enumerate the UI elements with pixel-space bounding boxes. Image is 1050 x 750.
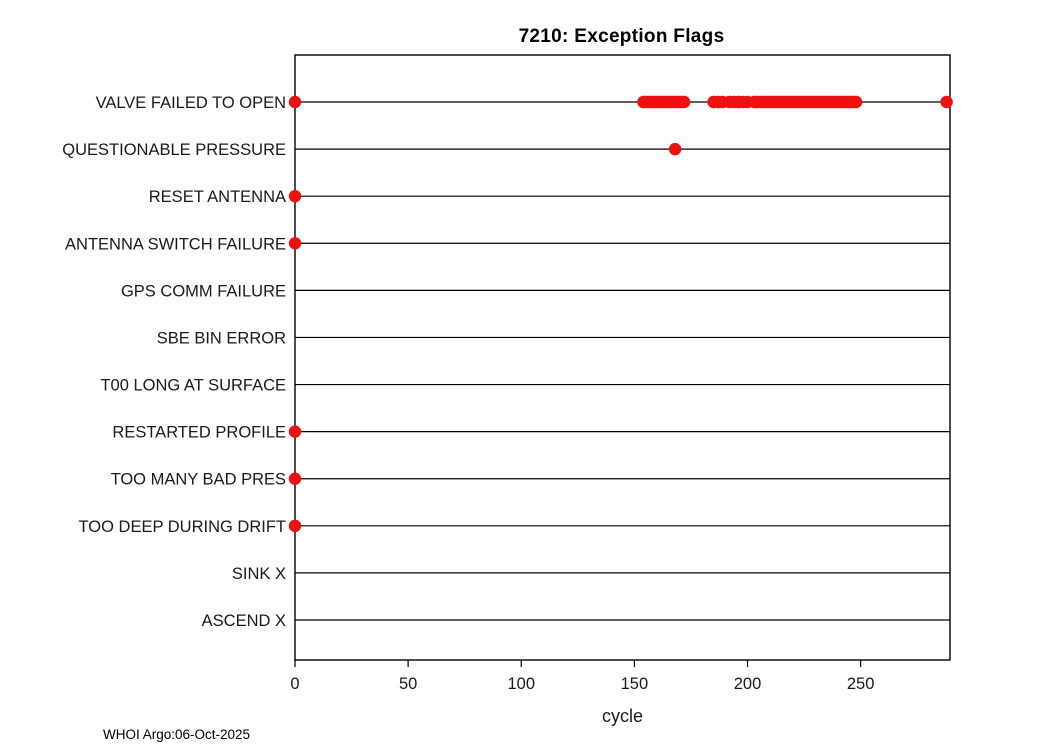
- category-label: SBE BIN ERROR: [157, 329, 286, 347]
- x-tick-label: 250: [847, 675, 875, 693]
- category-label: ASCEND X: [202, 612, 286, 630]
- category-label: QUESTIONABLE PRESSURE: [62, 141, 286, 159]
- data-point: [940, 95, 953, 109]
- chart-title: 7210: Exception Flags: [518, 26, 725, 47]
- category-label: SINK X: [232, 565, 286, 583]
- data-point: [288, 425, 302, 438]
- category-label: VALVE FAILED TO OPEN: [96, 94, 286, 112]
- category-label: GPS COMM FAILURE: [121, 282, 286, 300]
- data-point: [288, 189, 302, 203]
- footer-watermark: WHOI Argo:06-Oct-2025: [103, 727, 251, 742]
- data-point: [288, 95, 302, 109]
- category-label: TOO MANY BAD PRES: [111, 471, 286, 489]
- plot-border: [294, 54, 951, 661]
- category-label: ANTENNA SWITCH FAILURE: [65, 235, 286, 253]
- data-point: [288, 472, 302, 485]
- x-tick-label: 150: [621, 675, 649, 693]
- data-point: [849, 95, 863, 109]
- data-point: [288, 519, 302, 533]
- x-tick-label: 100: [507, 675, 535, 693]
- data-point: [288, 237, 302, 250]
- x-tick-label: 50: [399, 675, 417, 693]
- x-axis-label: cycle: [602, 706, 643, 726]
- data-point: [668, 142, 682, 156]
- category-label: RESET ANTENNA: [149, 188, 286, 206]
- category-label: RESTARTED PROFILE: [112, 424, 286, 442]
- plot-background: [295, 55, 950, 660]
- category-label: T00 LONG AT SURFACE: [100, 377, 286, 395]
- x-tick-label: 200: [734, 675, 762, 693]
- data-point: [677, 95, 691, 109]
- x-tick-label: 0: [290, 675, 299, 693]
- category-label: TOO DEEP DURING DRIFT: [79, 518, 287, 536]
